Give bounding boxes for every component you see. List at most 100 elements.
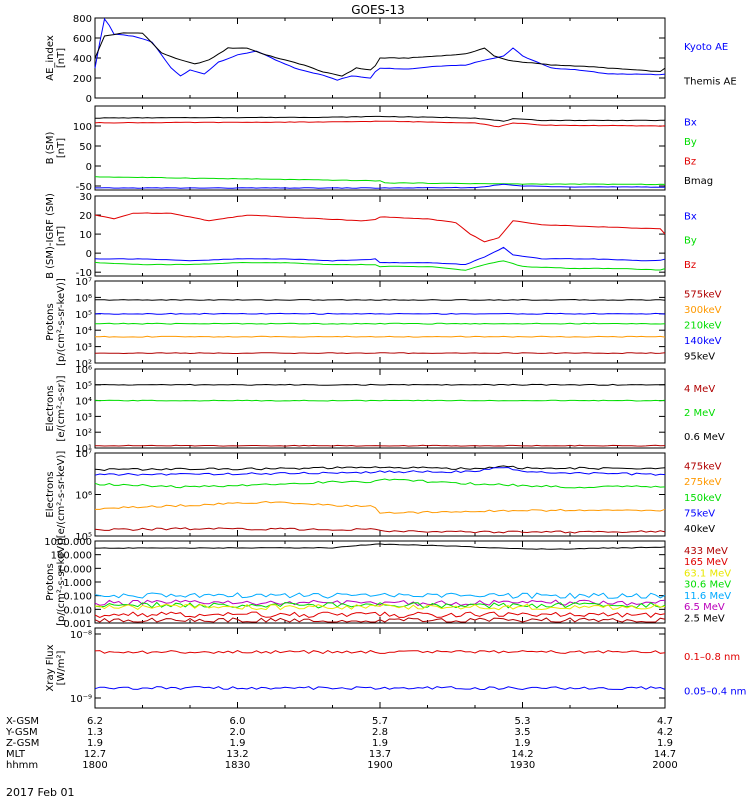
figure-title: GOES-13 xyxy=(351,3,405,17)
legend-entry: 0.05–0.4 nm xyxy=(684,687,746,698)
y-tick-label: 1000.000 xyxy=(44,537,92,548)
footer-row-label: Y-GSM xyxy=(5,727,38,738)
series-line xyxy=(94,383,666,386)
y-tick-label: 50 xyxy=(79,142,92,153)
series-line xyxy=(94,260,666,271)
series-line xyxy=(94,298,666,301)
panel-frame xyxy=(94,540,666,624)
y-axis-label: Protons xyxy=(45,303,56,340)
y-tick-label: 10⁶ xyxy=(75,491,92,502)
y-tick-label: 10⁷ xyxy=(75,277,92,288)
series-line xyxy=(94,649,666,655)
y-tick-label: 10³ xyxy=(75,343,92,354)
footer-table: 2017 Feb 01 X-GSM 6.2 6.0 5.7 5.3 4.7 Y-GSM 1.3… xyxy=(5,716,678,799)
series-line xyxy=(95,543,666,550)
panel-frame xyxy=(94,452,666,537)
y-tick-label: 10² xyxy=(75,359,92,370)
series-line xyxy=(94,527,666,534)
legend-entry: Bz xyxy=(684,260,696,271)
legend-entry: Bmag xyxy=(684,176,713,187)
legend-entry: 95keV xyxy=(684,351,715,362)
footer-cell: 5.7 xyxy=(372,716,388,727)
y-tick-label: 10⁵ xyxy=(75,532,92,543)
y-tick-label: 10.000 xyxy=(57,564,92,575)
y-axis-label: B (SM) xyxy=(45,131,56,164)
legend-entry: By xyxy=(684,236,697,247)
panel-frame xyxy=(94,280,666,364)
footer-cell: 1900 xyxy=(367,760,392,771)
footer-row-label: Z-GSM xyxy=(6,738,39,749)
y-tick-label: 100 xyxy=(73,122,92,133)
footer-cell: 13.7 xyxy=(369,749,391,760)
footer-cell: 2.8 xyxy=(372,727,388,738)
panel-1: 0 200 400 600 800 AE_index [nT] Kyoto AE Themis … xyxy=(45,14,737,105)
y-tick-label: 10¹ xyxy=(75,444,92,455)
y-axis-label: [e/(cm²-s-sr)] xyxy=(56,375,67,441)
legend-entry: Bx xyxy=(684,211,697,222)
panel-4: 10² 10³ 10⁴ 10⁵ 10⁶ 10⁷ Protons [p/(cm²-s-sr-ke… xyxy=(45,277,722,370)
legend-entry: By xyxy=(684,137,697,148)
y-tick-label: 100.000 xyxy=(51,551,92,562)
series-line xyxy=(94,601,666,609)
footer-cell: 14.2 xyxy=(511,749,533,760)
y-tick-label: 0.100 xyxy=(63,592,92,603)
y-tick-label: 0 xyxy=(86,94,92,105)
panel-8: 10⁻⁹ 10⁻⁸ Xray Flux [W/m²] 0.1–0.8 nm 0.05–0.… xyxy=(45,627,746,709)
legend-entry: 40keV xyxy=(684,524,715,535)
series-line xyxy=(94,603,666,611)
y-tick-label: 20 xyxy=(79,211,92,222)
series-line xyxy=(94,176,666,186)
footer-cell: 13.2 xyxy=(226,749,248,760)
footer-row-label: MLT xyxy=(6,749,26,760)
y-tick-label: 0 xyxy=(86,249,92,260)
series-line xyxy=(95,500,666,514)
series-line xyxy=(95,444,666,447)
y-axis-label: Electrons xyxy=(45,471,56,517)
legend-entry: 300keV xyxy=(684,305,722,316)
footer-cell: 1830 xyxy=(225,760,250,771)
y-tick-label: 10⁴ xyxy=(75,397,92,408)
footer-cell: 14.7 xyxy=(654,749,676,760)
panel-7: 0.001 0.010 0.100 1.000 10.000 100.000 1000.00… xyxy=(44,537,731,630)
legend-entry: Kyoto AE xyxy=(684,42,728,53)
y-axis-label: Protons xyxy=(45,563,56,600)
footer-cell: 1.9 xyxy=(657,738,673,749)
series-line xyxy=(94,592,666,600)
series-line xyxy=(94,611,666,618)
panel-6: 10⁵ 10⁶ 10⁷ Electrons [e/(cm²-s-sr-keV)] 475k… xyxy=(45,449,722,543)
panel-frame xyxy=(94,105,666,191)
series-line xyxy=(94,465,666,472)
panel-2: -50 0 50 100 B (SM) [nT] Bx By Bz Bmag xyxy=(45,105,713,193)
y-tick-label: 1.000 xyxy=(63,578,92,589)
legend-entry: Bz xyxy=(684,157,696,168)
y-tick-label: 10³ xyxy=(75,412,92,423)
y-tick-label: 10⁴ xyxy=(75,326,92,337)
footer-row-label: X-GSM xyxy=(6,716,39,727)
footer-cell: 4.7 xyxy=(657,716,673,727)
footer-date: 2017 Feb 01 xyxy=(6,786,74,799)
y-tick-label: 800 xyxy=(73,14,92,25)
y-tick-label: 400 xyxy=(73,54,92,65)
series-line xyxy=(94,120,666,128)
y-tick-label: 10⁵ xyxy=(75,310,92,321)
legend-entry: 575keV xyxy=(684,289,722,300)
footer-cell: 12.7 xyxy=(84,749,106,760)
legend-entry: Bx xyxy=(684,118,697,129)
footer-cell: 1.9 xyxy=(230,738,246,749)
footer-cell: 1.3 xyxy=(87,727,103,738)
y-tick-label: 30 xyxy=(79,192,92,203)
y-tick-label: -50 xyxy=(76,182,92,193)
footer-cell: 1.9 xyxy=(515,738,531,749)
legend-entry: 2.5 MeV xyxy=(684,613,725,624)
y-axis-label: Xray Flux xyxy=(45,644,56,691)
footer-cell: 5.3 xyxy=(515,716,531,727)
legend-entry: 475keV xyxy=(684,462,722,473)
y-axis-label: [e/(cm²-s-sr-keV)] xyxy=(56,451,67,539)
y-axis-label: [nT] xyxy=(56,48,67,68)
series-line xyxy=(94,246,666,265)
series-line xyxy=(94,352,666,355)
series-line xyxy=(94,478,666,489)
series-line xyxy=(94,599,666,607)
